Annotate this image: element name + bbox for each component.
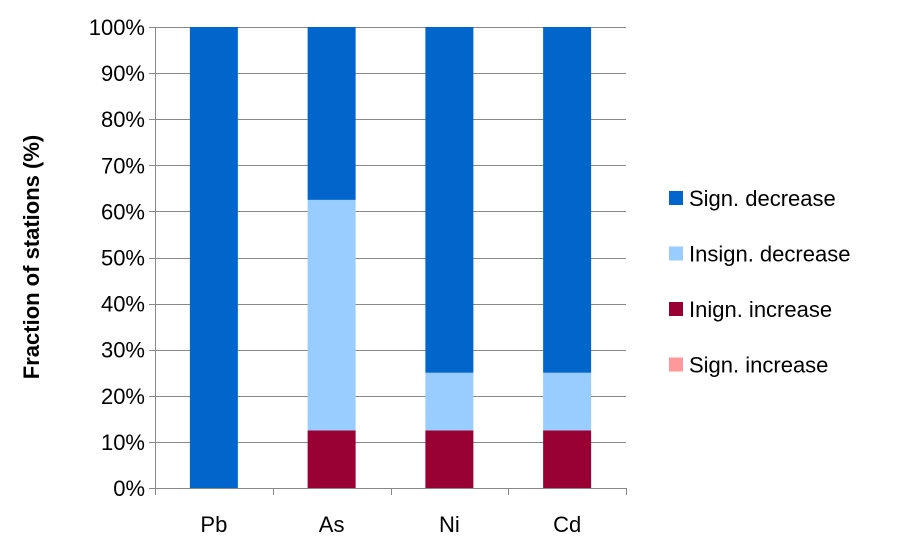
axes	[149, 27, 627, 495]
bar-segment-ni-insign-decrease	[425, 372, 474, 431]
y-axis-title: Fraction of stations (%)	[19, 135, 44, 379]
bar-segment-cd-insign-decrease	[543, 372, 592, 431]
y-tick-label: 20%	[101, 384, 145, 409]
bar-segment-ni-inign-increase	[425, 430, 474, 488]
bar-segment-as-inign-increase	[307, 430, 356, 488]
x-tick-labels: Pb As Ni Cd	[200, 512, 581, 537]
bar-segment-pb-sign-decrease	[189, 27, 238, 488]
y-tick-label: 50%	[101, 246, 145, 271]
legend-label: Sign. decrease	[689, 186, 836, 211]
legend-item: Sign. increase	[669, 353, 828, 378]
bar-segment-cd-sign-decrease	[543, 27, 592, 373]
y-tick-label: 30%	[101, 338, 145, 363]
legend-item: Sign. decrease	[669, 186, 836, 211]
x-tick-label: Cd	[553, 512, 581, 537]
legend-label: Sign. increase	[689, 353, 828, 378]
legend-item: Insign. decrease	[669, 242, 850, 267]
legend-label: Insign. decrease	[689, 242, 850, 267]
y-tick-label: 40%	[101, 292, 145, 317]
x-tick-label: Ni	[439, 512, 460, 537]
legend-label: Inign. increase	[689, 297, 832, 322]
bar-segment-cd-inign-increase	[543, 430, 592, 488]
bars	[189, 27, 592, 488]
legend-item: Inign. increase	[669, 297, 832, 322]
y-tick-labels: 0% 10% 20% 30% 40% 50% 60% 70% 80% 90% 100%	[89, 15, 145, 501]
bar-segment-as-sign-decrease	[307, 27, 356, 200]
y-tick-label: 100%	[89, 15, 145, 40]
legend-swatch	[669, 357, 683, 372]
y-tick-label: 0%	[113, 476, 145, 501]
legend-swatch	[669, 191, 683, 205]
legend-swatch	[669, 246, 683, 261]
bar-segment-as-insign-decrease	[307, 199, 356, 431]
y-tick-label: 70%	[101, 153, 145, 178]
legend: Sign. decrease Insign. decrease Inign. inc…	[669, 186, 850, 378]
x-tick-label: Pb	[200, 512, 227, 537]
bar-segment-ni-sign-decrease	[425, 27, 474, 373]
x-tick-label: As	[319, 512, 345, 537]
y-tick-label: 90%	[101, 61, 145, 86]
y-tick-label: 10%	[101, 430, 145, 455]
y-tick-label: 80%	[101, 107, 145, 132]
y-tick-label: 60%	[101, 199, 145, 224]
legend-swatch	[669, 302, 683, 316]
